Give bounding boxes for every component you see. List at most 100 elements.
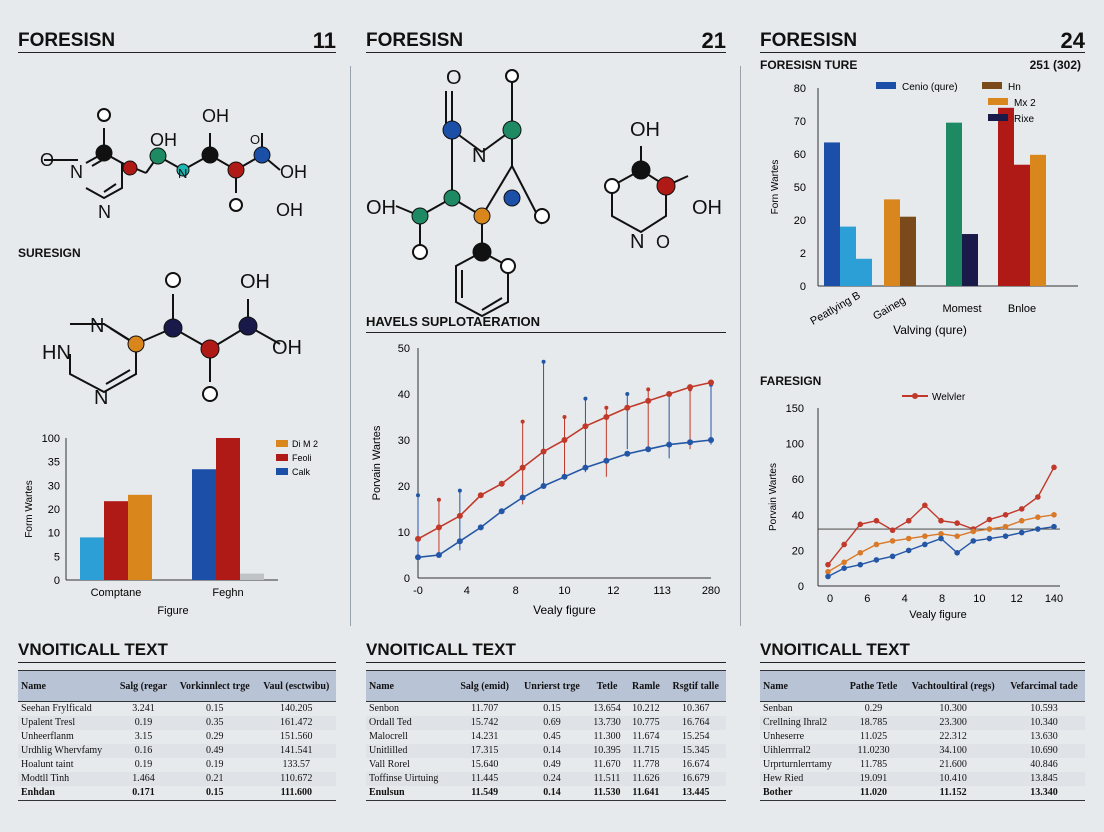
rline-series-point <box>954 533 960 539</box>
rline-series-point <box>889 538 896 544</box>
right-line-chart: 0 20 40 60 100 150 0 6 4 8 10 12 140 Welvler Vealy fig… <box>768 392 1063 621</box>
molecule-3: O N OH OH N O OH <box>366 67 722 318</box>
table-header-row: Name Salg (emid) Unrierst trge Tetle Ramle Rs… <box>366 670 726 702</box>
mol3-label-n1: N <box>472 145 486 167</box>
rbar-legend-label: Cenio (qure) <box>902 82 958 93</box>
rbar-legend-swatch <box>988 114 1008 121</box>
mid-y-tick: 50 <box>398 343 410 355</box>
mol3-label-n2: N <box>630 231 644 253</box>
table-cell: 0.15 <box>205 703 224 714</box>
table-1-title: VNOITICALL TEXT <box>18 640 336 663</box>
rline-series-point <box>954 520 960 526</box>
table-cell: 13.340 <box>1002 786 1085 801</box>
table-cell: Ordall Ted <box>366 716 454 730</box>
data-table-3: Name Pathe Tetle Vachtoultiral (regs) Vefar… <box>760 670 1085 801</box>
rline-series-point <box>1002 523 1009 530</box>
rbar-category-label: Peatlying B <box>808 289 862 327</box>
table-cell: 16.674 <box>681 759 710 770</box>
table-cell: 11.670 <box>593 759 621 770</box>
rbar-y-tick: 60 <box>794 149 806 161</box>
rbar-bar <box>884 199 900 286</box>
table-cell: Bother <box>760 786 844 801</box>
table-cell: Malocrell <box>369 731 408 742</box>
rline-series-point <box>905 547 912 554</box>
rbar-y-tick: 80 <box>794 83 806 95</box>
mid-y-label: Porvain Wartes <box>371 425 383 500</box>
rline-x-tick: 8 <box>939 593 945 605</box>
rline-y-label: Porvain Wartes <box>768 463 779 531</box>
table-cell: 17.315 <box>453 744 517 758</box>
mid-series-point <box>415 535 421 542</box>
middle-panel-title: FORESISN <box>366 30 464 51</box>
rbar-x-label: Valving (qure) <box>893 323 967 337</box>
rbar-y-tick: 20 <box>794 215 806 227</box>
left-bar-legend-label: Calk <box>292 467 311 477</box>
molecule-2: HN N N O OH OH O O <box>42 271 302 409</box>
table-cell: 18.785 <box>843 716 904 730</box>
mol3-label-oh2: OH <box>630 119 660 141</box>
table-row: Malocrell 14.231 0.45 11.300 11.674 15.254 <box>366 730 726 744</box>
table-cell: Unheserre <box>763 731 805 742</box>
table-row: Crellning Ihral2 18.785 23.300 10.340 <box>760 716 1085 730</box>
mid-series-point <box>456 538 463 545</box>
table-cell: 0.16 <box>114 744 173 758</box>
rbar-legend-swatch <box>982 82 1002 89</box>
table-cell: 151.560 <box>280 731 313 742</box>
table-row: Toffinse Uirtuing 11.445 0.24 11.511 11.626 1… <box>366 772 726 786</box>
table-cell: 0.19 <box>134 759 153 770</box>
table-cell: 11.445 <box>453 772 517 786</box>
mol1-label-n2: N <box>98 202 111 222</box>
table-header-cell: Vorkinnlect trge <box>172 670 257 702</box>
rline-series-point <box>1002 512 1009 518</box>
table-cell: Vall Rorel <box>369 759 410 770</box>
table-row: Seehan Frylficald 3.241 0.15 140.205 <box>18 702 336 717</box>
divider-2 <box>740 66 741 626</box>
table-cell: 15.742 <box>453 716 517 730</box>
left-panel: FORESISN 11 <box>18 28 336 617</box>
table-cell: 111.600 <box>256 786 336 801</box>
table-cell: 11.025 <box>859 731 888 742</box>
left-bar-category-label: Comptane <box>91 587 142 599</box>
rbar-bar <box>946 122 962 287</box>
left-bar <box>104 501 128 580</box>
rline-series-point <box>922 541 928 548</box>
table-row: Urprturnlerrtamy 11.785 21.600 40.846 <box>760 758 1085 772</box>
table-header-cell: Unrierst trge <box>516 670 588 702</box>
right-line-subtitle: FARESIGN <box>760 374 822 388</box>
mid-error-cap <box>436 497 441 502</box>
table-cell: 11.641 <box>626 786 666 801</box>
data-table-2: Name Salg (emid) Unrierst trge Tetle Ramle Rs… <box>366 670 726 801</box>
table-row: Modtll Tinh 1.464 0.21 110.672 <box>18 772 336 786</box>
table-cell: 10.300 <box>939 703 967 714</box>
table-cell: 11.300 <box>593 731 621 742</box>
table-cell: Senbon <box>369 703 399 714</box>
table-cell: 0.15 <box>543 703 561 714</box>
mid-x-tick: 12 <box>607 585 619 597</box>
table-cell: Unheerflanm <box>21 731 74 742</box>
table-row: Senban 0.29 10.300 10.593 <box>760 702 1085 717</box>
rbar-legend-label: Hn <box>1008 82 1021 93</box>
right-subtitle: FORESISN TURE <box>760 58 858 72</box>
left-bar-y-tick: 0 <box>54 575 60 587</box>
table-panel-2: VNOITICALL TEXT Name Salg (emid) Unrierst … <box>366 640 726 815</box>
table-cell: Hew Ried <box>760 772 844 786</box>
rline-series-point <box>1018 529 1025 536</box>
rbar-legend-label: Rixe <box>1014 114 1034 125</box>
rbar-legend-swatch <box>876 82 896 89</box>
table-cell: 13.630 <box>1030 731 1058 742</box>
middle-subtitle: HAVELS SUPLOTAERATION <box>366 314 541 329</box>
left-panel-title: FORESISN <box>18 30 116 51</box>
table-cell: 3.241 <box>132 703 155 714</box>
rline-series-point <box>857 561 864 568</box>
mid-error-cap <box>604 405 609 410</box>
mid-series-point <box>477 524 484 531</box>
left-bar-legend-label: Feoli <box>292 453 312 463</box>
rline-series-point <box>1051 464 1057 471</box>
table-cell: Seehan Frylficald <box>21 703 92 714</box>
table-cell: 16.679 <box>665 772 726 786</box>
rline-series-point <box>841 565 847 571</box>
rbar-category-label: Momest <box>942 303 981 315</box>
right-panel: FORESISN 24 FORESISN TURE 251 (302) 0 2 20… <box>760 28 1085 628</box>
table-header-cell: Tetle <box>587 670 627 702</box>
mid-series-point <box>603 414 610 420</box>
